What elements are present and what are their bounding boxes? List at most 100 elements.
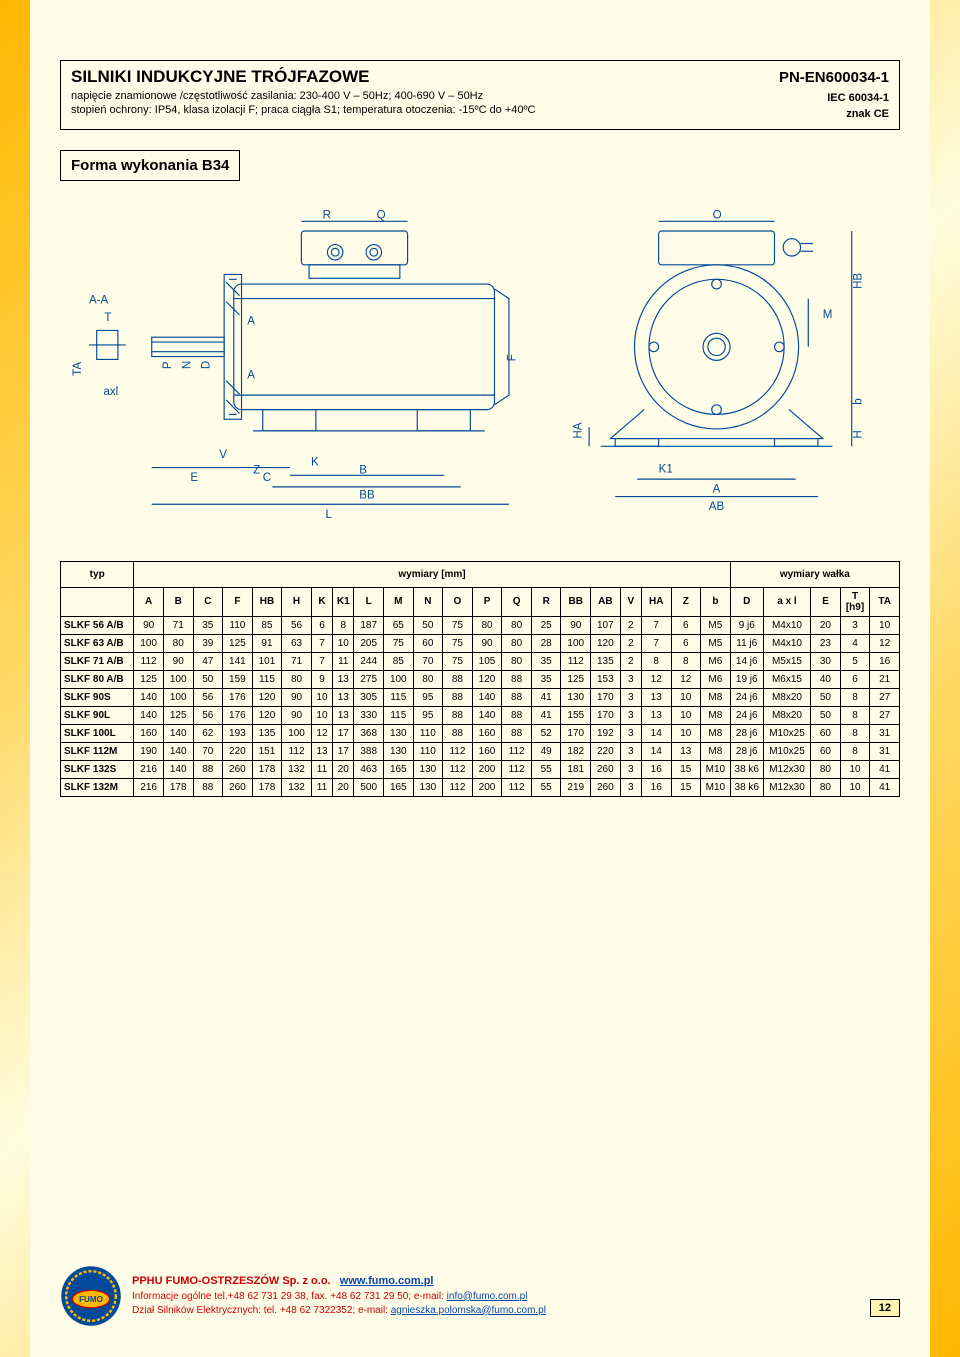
header-right: PN-EN600034-1 IEC 60034-1 znak CE: [769, 67, 889, 123]
cell: 368: [354, 724, 384, 742]
cell: 115: [384, 706, 414, 724]
svg-text:R: R: [323, 209, 331, 221]
cell: 140: [163, 724, 193, 742]
cell: 13: [333, 688, 354, 706]
footer-email2[interactable]: agnieszka.polomska@fumo.com.pl: [391, 1305, 546, 1316]
col-empty: [61, 587, 134, 616]
cell: 120: [252, 706, 282, 724]
cell: 35: [193, 616, 223, 634]
svg-text:K: K: [311, 456, 319, 468]
cell: 107: [591, 616, 621, 634]
cell: M8: [701, 706, 731, 724]
cell: 11: [333, 652, 354, 670]
cell: 50: [413, 616, 443, 634]
svg-text:K1: K1: [659, 463, 673, 475]
cell-shaft: 30: [811, 652, 841, 670]
cell: M8: [701, 688, 731, 706]
cell-shaft: 24 j6: [730, 706, 763, 724]
cell: 3: [620, 724, 641, 742]
cell: 182: [561, 742, 591, 760]
footer-url[interactable]: www.fumo.com.pl: [340, 1275, 434, 1287]
cell: 151: [252, 742, 282, 760]
cell-shaft: 21: [870, 670, 900, 688]
cell-shaft: 8: [840, 724, 870, 742]
cell-shaft: 20: [811, 616, 841, 634]
cell: 71: [282, 652, 312, 670]
cell-shaft: 50: [811, 688, 841, 706]
cell: 6: [671, 634, 701, 652]
cell: 90: [163, 652, 193, 670]
cell: 60: [413, 634, 443, 652]
cell: 62: [193, 724, 223, 742]
col-p: P: [472, 587, 502, 616]
cell-shaft: 3: [840, 616, 870, 634]
cell-shaft: 27: [870, 706, 900, 724]
table-row: SLKF 71 A/B11290471411017171124485707510…: [61, 652, 900, 670]
cell: 159: [223, 670, 253, 688]
cell: 41: [531, 688, 561, 706]
cell: 112: [443, 778, 473, 796]
svg-text:TA: TA: [72, 361, 84, 375]
cell: M5: [701, 634, 731, 652]
cell: 160: [134, 724, 164, 742]
cell-typ: SLKF 132S: [61, 760, 134, 778]
col-l: L: [354, 587, 384, 616]
cell: 88: [502, 724, 532, 742]
cell: 88: [502, 706, 532, 724]
cell-shaft: 8: [840, 688, 870, 706]
cell: 100: [561, 634, 591, 652]
technical-drawing: R Q A-A T TA axl P N D A A F V E Z C K B…: [60, 201, 900, 541]
cell: 244: [354, 652, 384, 670]
col-h: H: [282, 587, 312, 616]
cell: 12: [311, 724, 332, 742]
col-hb: HB: [252, 587, 282, 616]
cell: 80: [502, 616, 532, 634]
cell: 95: [413, 688, 443, 706]
svg-text:BB: BB: [359, 489, 375, 501]
footer-email1[interactable]: info@fumo.com.pl: [447, 1291, 528, 1302]
table-row: SLKF 90S14010056176120901013305115958814…: [61, 688, 900, 706]
cell: 20: [333, 778, 354, 796]
cell: 260: [591, 760, 621, 778]
col-ha: HA: [641, 587, 671, 616]
cell-shaft: 16: [870, 652, 900, 670]
cell: M10: [701, 760, 731, 778]
cell-shaft: 6: [840, 670, 870, 688]
table-row: SLKF 132S2161408826017813211204631651301…: [61, 760, 900, 778]
cell-shaft: 41: [870, 778, 900, 796]
svg-text:HA: HA: [572, 422, 584, 438]
cell: 95: [413, 706, 443, 724]
cell: 160: [472, 724, 502, 742]
cell: 88: [443, 724, 473, 742]
cell-shaft: 31: [870, 742, 900, 760]
cell: 10: [311, 688, 332, 706]
cell: 153: [591, 670, 621, 688]
cell: 10: [671, 706, 701, 724]
cell: 200: [472, 778, 502, 796]
cell: 130: [561, 688, 591, 706]
cell: 75: [443, 652, 473, 670]
cell: 112: [502, 778, 532, 796]
cell: 176: [223, 688, 253, 706]
cell: 17: [333, 742, 354, 760]
cell-shaft: 19 j6: [730, 670, 763, 688]
cell: 305: [354, 688, 384, 706]
cell: 100: [163, 670, 193, 688]
cell: 115: [252, 670, 282, 688]
cell-shaft: M6x15: [763, 670, 810, 688]
cell: 2: [620, 616, 641, 634]
table-row: SLKF 63 A/B10080391259163710205756075908…: [61, 634, 900, 652]
col-o: O: [443, 587, 473, 616]
col-q: Q: [502, 587, 532, 616]
cell: 205: [354, 634, 384, 652]
cell-typ: SLKF 90L: [61, 706, 134, 724]
svg-text:HB: HB: [852, 272, 864, 288]
svg-text:P: P: [162, 361, 174, 369]
table-row: SLKF 132M2161788826017813211205001651301…: [61, 778, 900, 796]
cell: 90: [134, 616, 164, 634]
header-sub2: stopień ochrony: IP54, klasa izolacji F;…: [71, 103, 769, 117]
cell: 75: [384, 634, 414, 652]
svg-text:O: O: [713, 209, 722, 221]
cell: 13: [641, 688, 671, 706]
svg-text:Q: Q: [377, 209, 386, 221]
